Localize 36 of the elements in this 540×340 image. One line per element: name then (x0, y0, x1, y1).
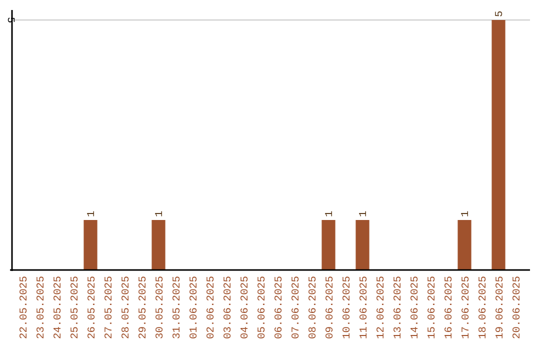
x-tick-label: 22.05.2025 (18, 276, 30, 340)
x-tick-label: 06.06.2025 (274, 276, 286, 340)
data-label: 1 (154, 210, 166, 217)
x-tick-label: 29.05.2025 (138, 276, 150, 340)
x-tick-label: 03.06.2025 (222, 276, 234, 340)
x-tick-label: 07.06.2025 (290, 276, 302, 340)
data-label: 1 (460, 210, 472, 217)
x-tick-label: 15.06.2025 (426, 276, 438, 340)
x-tick-label: 25.05.2025 (70, 276, 82, 340)
x-tick-label: 09.06.2025 (324, 276, 336, 340)
x-tick-label: 28.05.2025 (120, 276, 132, 340)
data-label: 1 (358, 210, 370, 217)
x-tick-label: 12.06.2025 (376, 276, 388, 340)
x-tick-label: 11.06.2025 (358, 276, 370, 340)
x-tick-label: 04.06.2025 (240, 276, 252, 340)
x-tick-label: 05.06.2025 (256, 276, 268, 340)
data-label: 1 (86, 210, 98, 217)
x-tick-label: 16.06.2025 (444, 276, 456, 340)
x-tick-label: 13.06.2025 (392, 276, 404, 340)
x-tick-label: 20.06.2025 (512, 276, 524, 340)
x-tick-label: 30.05.2025 (154, 276, 166, 340)
x-tick-label: 17.06.2025 (460, 276, 472, 340)
x-tick-label: 08.06.2025 (308, 276, 320, 340)
x-tick-label: 02.06.2025 (206, 276, 218, 340)
x-tick-label: 01.06.2025 (188, 276, 200, 340)
x-tick-label: 26.05.2025 (86, 276, 98, 340)
x-tick-label: 10.06.2025 (342, 276, 354, 340)
x-tick-label: 27.05.2025 (104, 276, 116, 340)
data-label: 1 (324, 210, 336, 217)
x-tick-label: 31.05.2025 (172, 276, 184, 340)
x-tick-label: 19.06.2025 (494, 276, 506, 340)
data-label: 5 (494, 10, 506, 17)
x-tick-label: 24.05.2025 (52, 276, 64, 340)
x-tick-label: 23.05.2025 (36, 276, 48, 340)
x-tick-label: 14.06.2025 (410, 276, 422, 340)
x-tick-label: 18.06.2025 (478, 276, 490, 340)
